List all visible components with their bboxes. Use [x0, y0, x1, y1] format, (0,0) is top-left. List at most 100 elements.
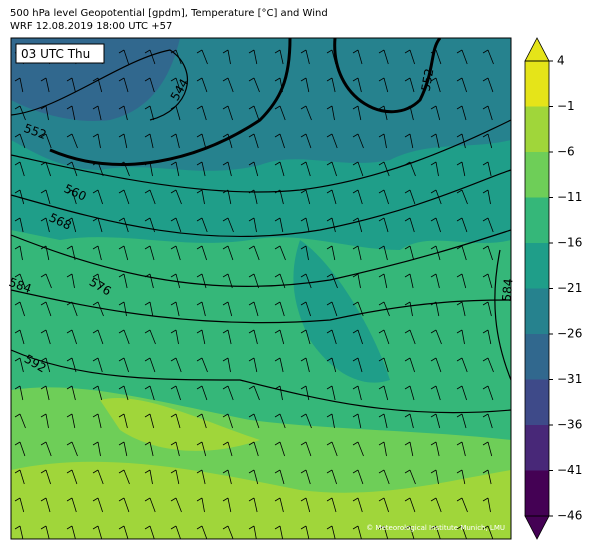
- colorbar-extend-bottom: [524, 515, 550, 540]
- wind-barb: [300, 329, 311, 345]
- wind-barb: [40, 413, 49, 429]
- wind-barb: [248, 273, 259, 289]
- wind-barb: [456, 105, 467, 121]
- wind-barb: [40, 245, 50, 261]
- wind-barb: [404, 77, 415, 93]
- colorbar-tick-label: −11: [557, 190, 582, 204]
- wind-barb: [248, 301, 259, 317]
- wind-barb: [196, 413, 207, 429]
- wind-barb: [274, 217, 284, 233]
- wind-barb: [352, 217, 363, 233]
- wind-barb: [404, 105, 414, 121]
- wind-barb: [248, 413, 260, 429]
- wind-barb: [196, 105, 207, 121]
- wind-barb: [118, 469, 130, 485]
- wind-barb: [144, 217, 155, 233]
- colorbar-band: [525, 334, 549, 380]
- wind-barb: [14, 357, 24, 373]
- wind-barb: [170, 49, 182, 65]
- wind-barb: [40, 273, 52, 289]
- wind-barb: [144, 469, 153, 485]
- colorbar-tick-label: −21: [557, 281, 582, 295]
- wind-barb: [300, 217, 310, 233]
- time-label: 03 UTC Thu: [21, 47, 90, 61]
- wind-barb: [40, 357, 51, 373]
- wind-barb: [40, 133, 52, 149]
- wind-barb: [222, 385, 234, 401]
- colorbar-band: [525, 152, 549, 198]
- wind-barb: [430, 329, 442, 345]
- wind-barb: [144, 49, 156, 65]
- wind-barb: [14, 385, 24, 401]
- wind-barb: [196, 329, 206, 345]
- wind-barb: [378, 413, 388, 429]
- wind-barb: [378, 133, 387, 149]
- subtitle: WRF 12.08.2019 18:00 UTC +57: [10, 21, 172, 32]
- wind-barb: [196, 77, 208, 93]
- wind-barb: [430, 245, 441, 261]
- wind-barb: [300, 189, 311, 205]
- colorbar-band: [525, 61, 549, 107]
- wind-barb: [248, 133, 259, 149]
- wind-barb: [66, 105, 76, 121]
- wind-barb: [248, 469, 259, 485]
- wind-barb: [118, 161, 130, 177]
- wind-barb: [404, 161, 416, 177]
- wind-barb: [170, 525, 181, 539]
- wind-barb: [144, 77, 155, 93]
- colorbar-tick-label: −1: [557, 99, 575, 113]
- colorbar-tick-label: 4: [557, 54, 565, 68]
- wind-barb: [118, 385, 129, 401]
- wind-barb: [482, 161, 492, 177]
- wind-barb: [196, 161, 206, 177]
- wind-barb: [404, 525, 415, 539]
- wind-barb: [66, 329, 77, 345]
- wind-barb: [118, 413, 128, 429]
- wind-barb: [66, 161, 78, 177]
- wind-barb: [274, 105, 286, 121]
- wind-barb: [196, 385, 208, 401]
- wind-barb: [248, 385, 260, 401]
- wind-barb: [456, 133, 466, 149]
- wind-barb: [456, 77, 467, 93]
- wind-barb: [482, 329, 492, 345]
- wind-barb: [274, 357, 284, 373]
- wind-barb: [92, 217, 103, 233]
- wind-barb: [144, 385, 155, 401]
- wind-barb: [248, 497, 258, 513]
- wind-barb: [170, 301, 180, 317]
- contour-label: 584: [500, 278, 516, 302]
- wind-barb: [378, 245, 388, 261]
- wind-barb: [92, 525, 103, 539]
- wind-barb: [326, 77, 336, 93]
- map-frame: [10, 37, 512, 540]
- wind-barb: [482, 189, 491, 205]
- field-teal-2: [293, 240, 390, 383]
- wind-barb: [456, 49, 468, 65]
- wind-barb: [378, 77, 389, 93]
- wind-barb: [352, 301, 364, 317]
- wind-barb: [326, 469, 337, 485]
- wind-barb: [66, 469, 78, 485]
- wind-barb: [222, 161, 232, 177]
- wind-barb: [378, 441, 387, 457]
- wind-barb: [352, 441, 364, 457]
- wind-barb: [326, 189, 337, 205]
- wind-barb: [118, 273, 128, 289]
- wind-barb: [274, 49, 284, 65]
- wind-barb: [14, 105, 26, 121]
- wind-barb: [430, 77, 441, 93]
- wind-barb: [430, 357, 442, 373]
- wind-barb: [326, 329, 337, 345]
- wind-barb: [196, 441, 207, 457]
- wind-barb: [196, 273, 207, 289]
- wind-barb: [326, 385, 336, 401]
- wind-barb: [222, 357, 231, 373]
- wind-barb: [222, 273, 233, 289]
- wind-barb: [430, 189, 442, 205]
- wind-barb: [300, 469, 311, 485]
- wind-barb: [352, 413, 362, 429]
- wind-barb: [170, 245, 181, 261]
- contour-552: [49, 38, 442, 166]
- wind-barb: [66, 273, 75, 289]
